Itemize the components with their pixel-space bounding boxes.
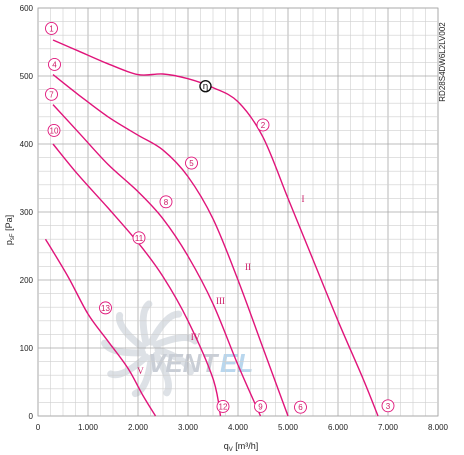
- watermark-text-a: VENT: [148, 348, 219, 378]
- efficiency-marker-label: η: [203, 82, 209, 92]
- point-marker-label: 13: [101, 304, 110, 313]
- curve-label-v: V: [137, 366, 144, 376]
- y-tick-label: 100: [20, 344, 34, 353]
- point-marker-label: 12: [219, 402, 228, 411]
- point-marker-3: 3: [381, 399, 395, 413]
- y-tick-label: 400: [20, 140, 34, 149]
- point-marker-11: 11: [132, 231, 146, 245]
- x-tick-label: 7.000: [378, 423, 399, 432]
- point-marker-13: 13: [99, 301, 112, 315]
- chart-grid: [37, 7, 439, 417]
- point-marker-4: 4: [48, 57, 61, 71]
- curve-point-markers: 1 4 7 10 2 5 8 11 13 3 6 9 12 η: [45, 21, 395, 414]
- fan-curves: [44, 39, 379, 417]
- x-axis-title-unit: [m³/h]: [233, 441, 259, 451]
- point-marker-label: 2: [261, 121, 266, 130]
- x-tick-label: 0: [36, 423, 41, 432]
- y-tick-label: 0: [29, 412, 34, 421]
- y-tick-label: 300: [20, 208, 34, 217]
- x-tick-label: 1.000: [78, 423, 99, 432]
- efficiency-marker-circle: [199, 79, 212, 93]
- point-marker-1: 1: [45, 21, 58, 35]
- curve-ii: [52, 74, 289, 417]
- x-tick-label: 4.000: [228, 423, 249, 432]
- point-marker-label: 10: [50, 126, 59, 135]
- point-marker-label: 4: [52, 60, 57, 69]
- point-marker-label: 8: [164, 198, 169, 207]
- x-axis-title-subscript: V: [229, 447, 233, 453]
- point-marker-label: 1: [49, 24, 54, 33]
- point-marker-8: 8: [159, 195, 173, 209]
- y-axis-ticks: 0 100 200 300 400 500 600: [20, 4, 34, 421]
- x-axis-ticks: 0 1.000 2.000 3.000 4.000 5.000 6.000 7.000 8.00…: [36, 423, 449, 432]
- point-marker-label: 9: [258, 402, 263, 411]
- curve-label-ii: II: [245, 262, 251, 272]
- point-marker-circle: [132, 231, 146, 245]
- point-marker-circle: [254, 400, 267, 413]
- watermark-fan-blade: [152, 351, 173, 397]
- efficiency-marker: η: [199, 79, 212, 93]
- point-marker-circle: [159, 195, 173, 209]
- y-tick-label: 200: [20, 276, 34, 285]
- point-marker-label: 7: [49, 90, 54, 99]
- watermark-fan-blade: [152, 334, 199, 349]
- point-marker-2: 2: [256, 118, 270, 132]
- y-axis-title: psF [Pa]: [4, 215, 16, 245]
- y-axis-title-symbol: p: [4, 240, 14, 245]
- x-tick-label: 3.000: [178, 423, 199, 432]
- curve-iii: [52, 104, 262, 417]
- point-marker-circle: [45, 21, 58, 35]
- point-marker-circle: [216, 400, 230, 413]
- watermark-fan-blade: [115, 311, 146, 351]
- point-marker-12: 12: [216, 400, 230, 413]
- point-marker-7: 7: [45, 87, 58, 101]
- point-marker-circle: [256, 118, 270, 132]
- x-tick-label: 2.000: [128, 423, 149, 432]
- point-marker-label: 11: [135, 234, 144, 243]
- point-marker-circle: [48, 57, 61, 71]
- curve-v: [44, 238, 157, 417]
- y-tick-label: 500: [20, 72, 34, 81]
- point-marker-circle: [185, 156, 198, 170]
- x-tick-label: 8.000: [428, 423, 449, 432]
- point-marker-6: 6: [294, 400, 307, 414]
- curve-label-iv: IV: [191, 332, 201, 342]
- watermark-fan-blade: [101, 339, 146, 357]
- curve-label-iii: III: [216, 296, 225, 306]
- curve-iv: [52, 143, 222, 417]
- model-code-label: RD28S4DW6L2LV002: [438, 22, 447, 102]
- point-marker-9: 9: [254, 400, 267, 413]
- x-tick-label: 6.000: [328, 423, 349, 432]
- point-marker-label: 3: [386, 402, 391, 411]
- point-marker-5: 5: [185, 156, 198, 170]
- point-marker-circle: [47, 123, 61, 137]
- x-tick-label: 5.000: [278, 423, 299, 432]
- point-marker-label: 6: [298, 403, 303, 412]
- y-tick-label: 600: [20, 4, 34, 13]
- y-axis-title-subscript: sF: [10, 233, 16, 240]
- x-axis-title-symbol: q: [224, 441, 229, 451]
- point-marker-circle: [45, 87, 58, 101]
- point-marker-circle: [381, 399, 395, 413]
- point-marker-circle: [294, 400, 307, 414]
- curve-i: [52, 39, 379, 417]
- x-axis-title: qV [m³/h]: [224, 441, 259, 453]
- watermark-fan-blade: [139, 300, 153, 347]
- point-marker-label: 5: [189, 159, 194, 168]
- curve-label-i: I: [302, 194, 305, 204]
- y-axis-title-unit: [Pa]: [4, 215, 14, 234]
- point-marker-circle: [99, 301, 112, 315]
- point-marker-10: 10: [47, 123, 61, 137]
